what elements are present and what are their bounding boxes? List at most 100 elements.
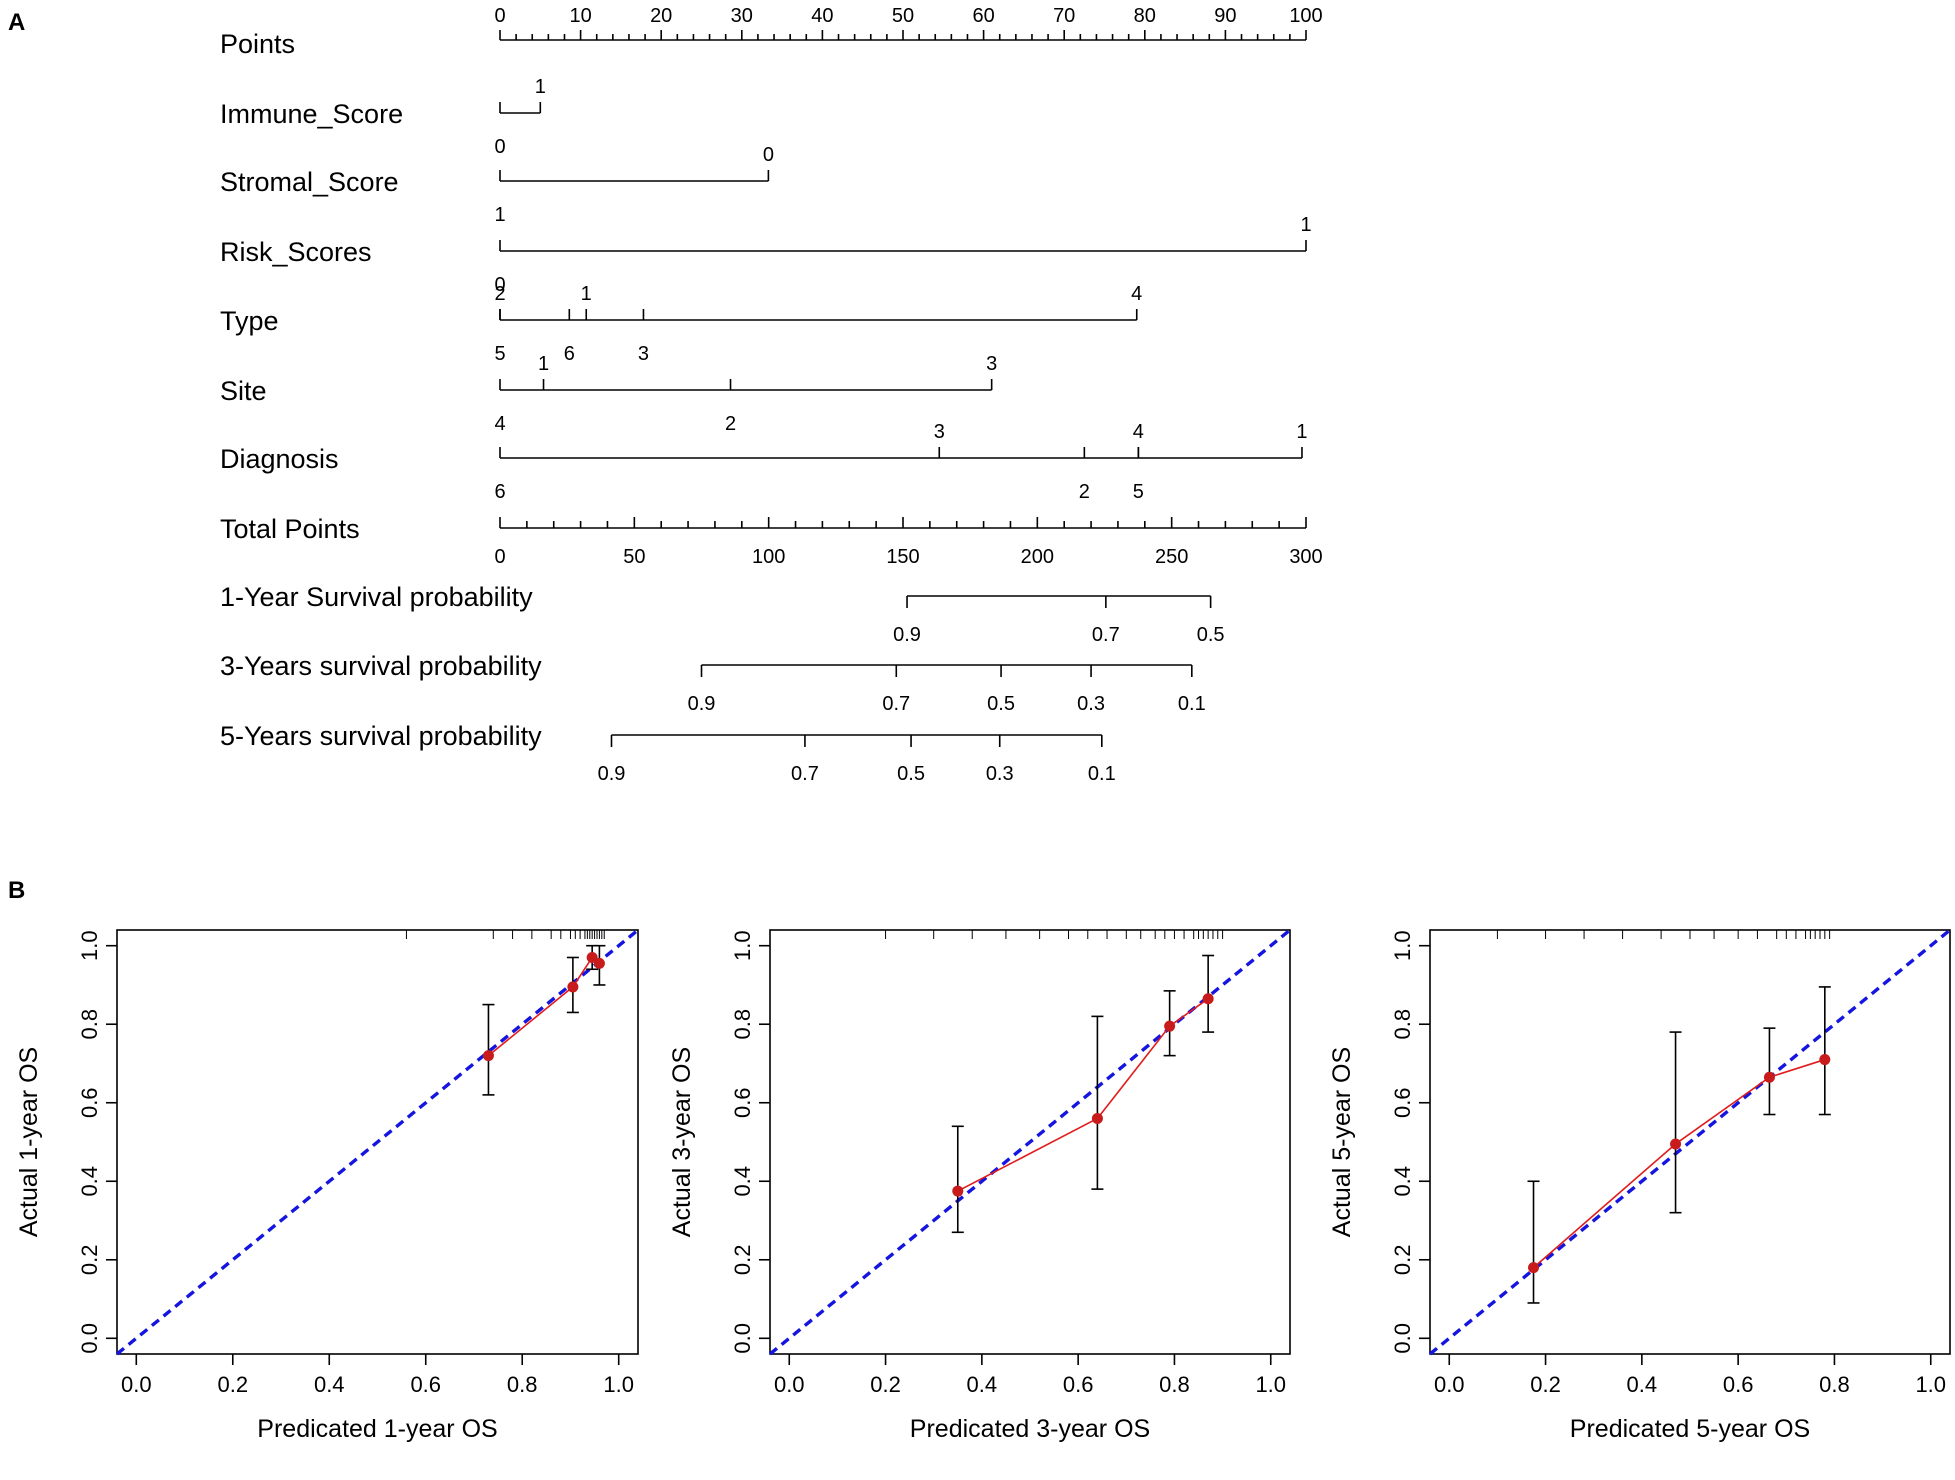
observed-calibration-line	[1169, 998, 1209, 1027]
ideal-calibration-line	[768, 928, 1292, 1356]
calibration-point	[482, 1050, 494, 1062]
total-points-axis-label: Total Points	[220, 514, 360, 544]
y-tick-label: 0.6	[1390, 1087, 1415, 1118]
calibration-point	[1164, 1020, 1176, 1032]
y-tick-label: 0.4	[1390, 1166, 1415, 1197]
y-axis-title: Actual 1-year OS	[15, 1047, 43, 1237]
x-tick-label: 0.0	[1434, 1372, 1465, 1397]
risk-scores-label: Risk_Scores	[220, 237, 372, 267]
survival-3-label: 5-Years survival probability	[220, 721, 542, 751]
total-points-tick-label: 200	[1021, 546, 1054, 568]
survival-2-tick-label: 0.9	[688, 693, 716, 715]
y-tick-label: 1.0	[1390, 930, 1415, 961]
x-tick-label: 1.0	[1255, 1372, 1286, 1397]
points-tick-label: 80	[1134, 5, 1156, 27]
panel-label-a: A	[8, 9, 25, 36]
y-tick-label: 0.6	[730, 1087, 755, 1118]
x-tick-label: 0.8	[507, 1372, 538, 1397]
observed-calibration-line	[1675, 1076, 1770, 1145]
total-points-tick-label: 50	[623, 546, 645, 568]
y-axis-title: Actual 3-year OS	[668, 1047, 696, 1237]
x-tick-label: 0.0	[121, 1372, 152, 1397]
x-tick-label: 0.2	[1530, 1372, 1561, 1397]
x-axis-title: Predicated 5-year OS	[1570, 1415, 1810, 1443]
y-tick-label: 0.8	[730, 1009, 755, 1040]
stromal-score-label: Stromal_Score	[220, 167, 399, 197]
y-tick-label: 1.0	[730, 930, 755, 961]
x-tick-label: 0.2	[870, 1372, 901, 1397]
site-label: Site	[220, 376, 267, 406]
y-tick-label: 0.0	[1390, 1323, 1415, 1354]
plot-frame	[769, 929, 1291, 1355]
observed-calibration-line	[957, 1117, 1098, 1192]
calibration-point	[1819, 1054, 1831, 1066]
y-axis-title: Actual 5-year OS	[1328, 1047, 1356, 1237]
total-points-tick-label: 150	[886, 546, 919, 568]
calibration-point	[952, 1185, 964, 1197]
y-tick-label: 0.4	[730, 1166, 755, 1197]
survival-1-tick-label: 0.5	[1197, 624, 1225, 646]
survival-3-tick-label: 0.1	[1088, 763, 1116, 785]
total-points-tick-label: 300	[1289, 546, 1322, 568]
survival-2-tick-label: 0.7	[882, 693, 910, 715]
y-tick-label: 0.8	[1390, 1009, 1415, 1040]
calibration-plot-3-year: 0.0 0.0 0.2 0.2 0.4 0.4 0.6 0.6 0.8 0.8 1.0 1.0 Pred…	[668, 928, 1292, 1443]
site-tick-label: 2	[725, 413, 736, 435]
y-tick-label: 0.8	[77, 1009, 102, 1040]
x-axis-title: Predicated 1-year OS	[257, 1415, 497, 1443]
calibration-plot-5-year: 0.0 0.0 0.2 0.2 0.4 0.4 0.6 0.6 0.8 0.8 1.0 1.0 Pred…	[1328, 928, 1952, 1443]
points-tick-label: 50	[892, 5, 914, 27]
x-tick-label: 0.8	[1819, 1372, 1850, 1397]
x-tick-label: 0.4	[314, 1372, 345, 1397]
immune-score-label: Immune_Score	[220, 99, 403, 129]
x-tick-label: 0.6	[410, 1372, 441, 1397]
y-tick-label: 0.2	[1390, 1244, 1415, 1275]
diagnosis-label: Diagnosis	[220, 444, 339, 474]
y-tick-label: 0.6	[77, 1087, 102, 1118]
points-tick-label: 90	[1214, 5, 1236, 27]
calibration-point	[1091, 1112, 1103, 1124]
total-points-tick-label: 100	[752, 546, 785, 568]
points-tick-label: 60	[972, 5, 994, 27]
calibration-point	[1528, 1262, 1540, 1274]
diagnosis-tick-label: 1	[1296, 421, 1307, 443]
x-tick-label: 1.0	[1915, 1372, 1946, 1397]
observed-calibration-line	[1096, 1025, 1171, 1119]
x-tick-label: 0.6	[1063, 1372, 1094, 1397]
calibration-plot-1-year: 0.0 0.0 0.2 0.2 0.4 0.4 0.6 0.6 0.8 0.8 1.0 1.0 Pred…	[15, 928, 640, 1443]
site-tick-label: 4	[494, 413, 505, 435]
site-tick-label: 3	[986, 353, 997, 375]
survival-3-tick-label: 0.7	[791, 763, 819, 785]
ideal-calibration-line	[115, 928, 640, 1356]
x-tick-label: 0.8	[1159, 1372, 1190, 1397]
type-tick-label: 1	[581, 283, 592, 305]
panel-label-b: B	[8, 877, 25, 904]
calibration-point	[567, 981, 579, 993]
survival-3-tick-label: 0.5	[897, 763, 925, 785]
observed-calibration-line	[572, 957, 593, 988]
stromal-score-tick-label: 0	[763, 144, 774, 166]
plot-frame	[116, 929, 639, 1355]
points-axis-label: Points	[220, 29, 295, 59]
survival-3-tick-label: 0.9	[598, 763, 626, 785]
total-points-tick-label: 0	[494, 546, 505, 568]
points-tick-label: 100	[1289, 5, 1322, 27]
x-tick-label: 0.4	[967, 1372, 998, 1397]
y-tick-label: 0.0	[77, 1323, 102, 1354]
points-tick-label: 70	[1053, 5, 1075, 27]
points-tick-label: 20	[650, 5, 672, 27]
y-tick-label: 0.0	[730, 1323, 755, 1354]
survival-1-label: 1-Year Survival probability	[220, 582, 533, 612]
x-tick-label: 0.4	[1627, 1372, 1658, 1397]
calibration-point	[1670, 1138, 1682, 1150]
observed-calibration-line	[1532, 1143, 1677, 1269]
diagnosis-tick-label: 2	[1079, 481, 1090, 503]
risk-scores-tick-label: 1	[1300, 214, 1311, 236]
survival-3-tick-label: 0.3	[986, 763, 1014, 785]
points-tick-label: 0	[494, 5, 505, 27]
site-tick-label: 1	[538, 353, 549, 375]
observed-calibration-line	[487, 986, 574, 1057]
type-tick-label: 2	[494, 283, 505, 305]
points-tick-label: 10	[569, 5, 591, 27]
points-tick-label: 40	[811, 5, 833, 27]
